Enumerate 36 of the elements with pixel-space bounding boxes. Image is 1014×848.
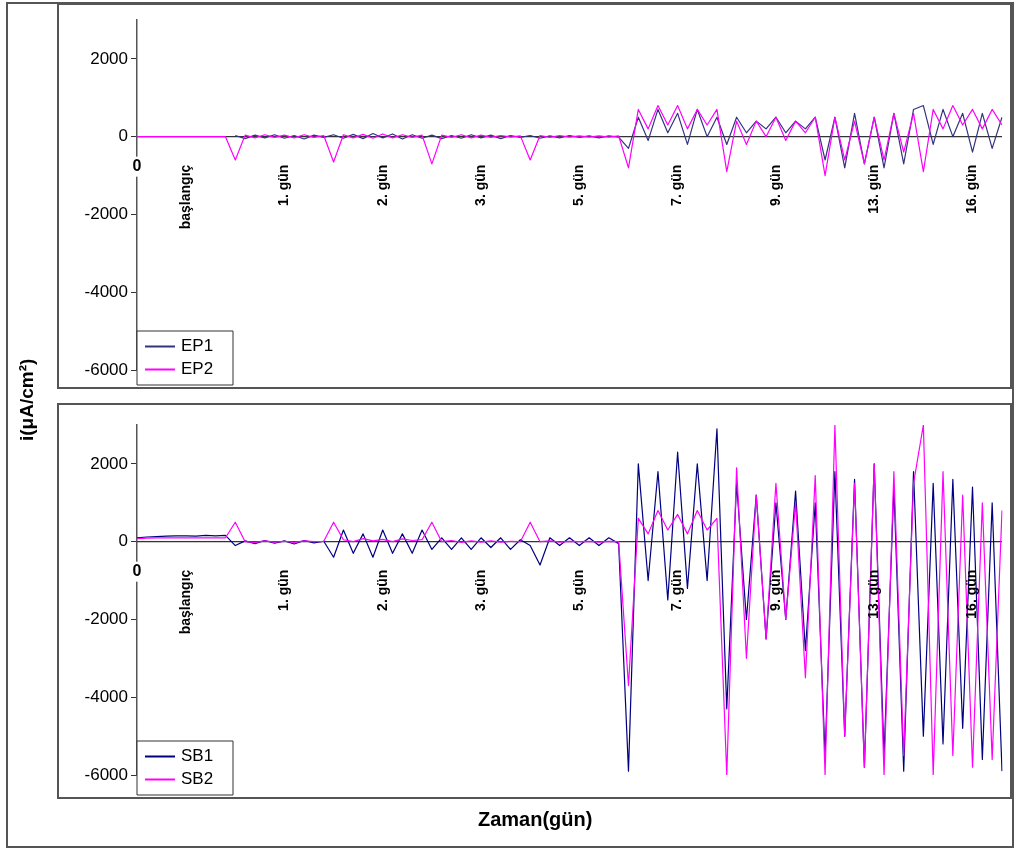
y-tick-label: -2000 xyxy=(84,609,128,629)
y-tick-label: 0 xyxy=(118,531,128,551)
x-tick-label: 2. gün xyxy=(373,164,390,206)
x-tick-label: başlangıç xyxy=(177,569,194,635)
x-tick-label: 0 xyxy=(132,157,142,175)
y-tick-label: -2000 xyxy=(84,204,128,224)
x-tick-label: 7. gün xyxy=(668,164,685,206)
y-tick-label: 2000 xyxy=(90,453,128,473)
y-tick-label: -4000 xyxy=(84,281,128,301)
y-tick-label: -6000 xyxy=(84,359,128,379)
x-tick-label: 2. gün xyxy=(373,569,390,611)
x-tick-label: 5. gün xyxy=(570,569,587,611)
y-tick-label: 2000 xyxy=(90,48,128,68)
x-tick-label: 1. gün xyxy=(275,164,292,206)
legend-label: EP1 xyxy=(181,336,214,356)
x-tick-label: 3. gün xyxy=(471,569,488,611)
y-tick-label: 0 xyxy=(118,126,128,146)
legend-label: SB2 xyxy=(181,769,214,789)
x-tick-label: 1. gün xyxy=(275,569,292,611)
x-axis-title: Zaman(gün) xyxy=(478,808,593,831)
legend-label: SB1 xyxy=(181,746,214,766)
x-tick-label: 16. gün xyxy=(963,569,980,619)
legend-label: EP2 xyxy=(181,359,214,379)
x-tick-label: 13. gün xyxy=(865,164,882,214)
x-tick-label: 9. gün xyxy=(766,164,783,206)
y-tick-label: -6000 xyxy=(84,764,128,784)
y-axis-title: i(μA/cm²) xyxy=(16,358,38,441)
y-tick-label: -4000 xyxy=(84,686,128,706)
x-tick-label: 16. gün xyxy=(963,164,980,214)
x-tick-label: 7. gün xyxy=(668,569,685,611)
x-tick-label: başlangıç xyxy=(177,164,194,230)
x-tick-label: 5. gün xyxy=(570,164,587,206)
x-tick-label: 9. gün xyxy=(766,569,783,611)
x-tick-label: 3. gün xyxy=(471,164,488,206)
x-tick-label: 13. gün xyxy=(865,569,882,619)
x-tick-label: 0 xyxy=(132,562,142,580)
